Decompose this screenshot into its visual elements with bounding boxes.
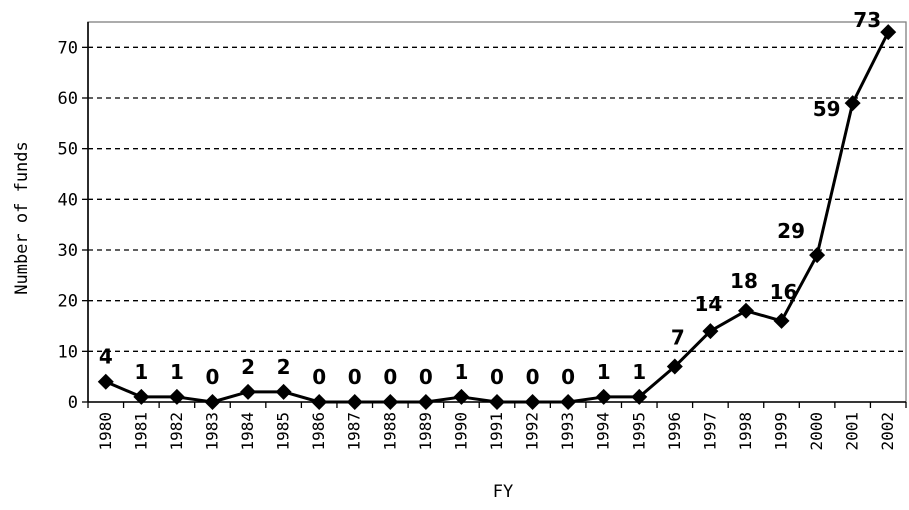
- data-point-marker: [417, 394, 434, 410]
- x-tick-label: 1983: [202, 412, 221, 451]
- x-tick-label: 2001: [843, 412, 862, 451]
- data-label: 14: [694, 292, 722, 316]
- x-tick-label: 1995: [629, 412, 648, 451]
- data-label: 1: [454, 360, 468, 384]
- data-label: 29: [777, 219, 805, 243]
- data-point-marker: [880, 24, 897, 41]
- y-tick-label: 40: [58, 190, 78, 210]
- x-tick-label: 2000: [807, 412, 826, 451]
- data-point-marker: [737, 302, 754, 319]
- x-tick-label: 1982: [167, 412, 186, 451]
- data-point-marker: [97, 373, 114, 390]
- x-tick-label: 1986: [309, 412, 328, 451]
- y-tick-label: 60: [58, 89, 78, 109]
- data-point-marker: [844, 95, 861, 112]
- data-point-marker: [524, 394, 541, 410]
- data-point-marker: [382, 394, 399, 410]
- y-axis-title: Number of funds: [12, 141, 32, 295]
- y-tick-label: 20: [58, 292, 78, 312]
- grid-layer: [88, 46, 906, 352]
- data-point-marker: [489, 394, 505, 410]
- data-label: 2: [241, 355, 255, 379]
- data-label: 0: [561, 365, 575, 389]
- data-point-marker: [133, 388, 150, 405]
- data-label: 1: [134, 360, 148, 384]
- x-tick-label: 1987: [345, 412, 364, 451]
- data-label: 1: [632, 360, 646, 384]
- data-point-marker: [631, 388, 648, 405]
- data-label: 59: [813, 97, 841, 121]
- y-tick-label: 0: [68, 393, 78, 413]
- y-tick-label: 50: [58, 140, 78, 160]
- data-point-marker: [168, 388, 185, 405]
- series-line: [105, 31, 890, 404]
- data-point-marker: [204, 394, 221, 410]
- x-tick-label: 1996: [665, 412, 684, 451]
- data-label: 0: [383, 365, 397, 389]
- x-tick-label: 1992: [523, 412, 542, 451]
- data-label: 4: [99, 345, 113, 369]
- data-label: 7: [671, 326, 685, 350]
- x-tick-label: 1991: [487, 412, 506, 451]
- y-tick-label: 70: [58, 38, 78, 58]
- plot-frame: [87, 21, 907, 403]
- x-tick-label: 1997: [700, 412, 719, 451]
- data-label: 18: [730, 269, 758, 293]
- data-point-marker: [595, 388, 612, 405]
- y-tick-label: 30: [58, 241, 78, 261]
- x-tick-label: 1980: [96, 412, 115, 451]
- y-tick-label: 10: [58, 342, 78, 362]
- data-label: 1: [170, 360, 184, 384]
- data-label: 0: [526, 365, 540, 389]
- data-point-marker: [666, 358, 683, 375]
- data-label: 2: [277, 355, 291, 379]
- data-point-marker: [240, 383, 257, 400]
- x-tick-label: 1984: [238, 412, 257, 451]
- x-axis-title: FY: [493, 482, 513, 502]
- data-point-marker: [453, 388, 470, 405]
- data-point-marker: [773, 312, 790, 329]
- data-point-marker: [275, 383, 292, 400]
- data-point-marker: [311, 394, 328, 410]
- x-tick-label: 1990: [451, 412, 470, 451]
- series-layer: [97, 24, 897, 410]
- data-point-marker: [809, 247, 826, 264]
- x-tick-label: 1994: [594, 412, 613, 451]
- data-label: 0: [206, 365, 220, 389]
- data-label: 73: [853, 8, 881, 32]
- x-tick-label: 1999: [772, 412, 791, 451]
- data-label: 0: [312, 365, 326, 389]
- x-tick-label: 1998: [736, 412, 755, 451]
- data-point-marker: [702, 323, 719, 340]
- data-point-marker: [560, 394, 577, 410]
- x-tick-label: 1985: [274, 412, 293, 451]
- data-point-marker: [346, 394, 363, 410]
- x-tick-label: 2002: [878, 412, 897, 451]
- x-tick-label: 1981: [131, 412, 150, 451]
- data-label: 1: [597, 360, 611, 384]
- x-tick-label: 1989: [416, 412, 435, 451]
- data-label: 16: [770, 280, 798, 304]
- data-label: 0: [490, 365, 504, 389]
- x-tick-label: 1993: [558, 412, 577, 451]
- data-label: 0: [419, 365, 433, 389]
- data-label: 0: [348, 365, 362, 389]
- x-tick-label: 1988: [380, 412, 399, 451]
